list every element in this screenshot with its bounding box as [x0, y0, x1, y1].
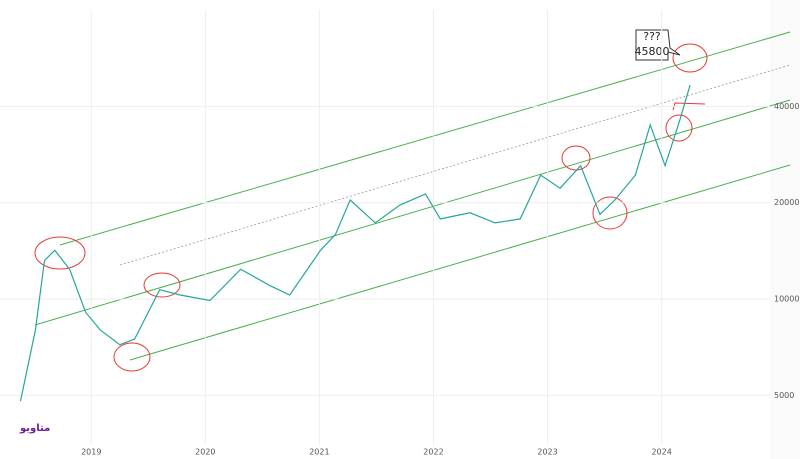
circle [113, 342, 151, 372]
x-tick-label: 2019 [81, 448, 101, 457]
x-tick-label: 2021 [309, 448, 329, 457]
circle [592, 196, 628, 230]
y-tick-label: 5000 [774, 391, 794, 400]
x-tick-label: 2020 [195, 448, 215, 457]
circle [672, 43, 708, 73]
channel-bottom [129, 164, 791, 361]
x-tick-label: 2022 [423, 448, 443, 457]
y-tick-label: 40000 [774, 102, 799, 111]
circle [143, 272, 181, 298]
price-axis [770, 0, 800, 459]
callout [635, 29, 681, 61]
channel-mid [119, 64, 791, 266]
highlight-circles [34, 43, 708, 372]
arrow [672, 102, 706, 111]
y-tick-label: 20000 [774, 198, 799, 207]
circle [34, 236, 86, 270]
channel-lower [34, 99, 791, 326]
y-tick-label: 10000 [774, 295, 799, 304]
x-tick-label: 2023 [537, 448, 557, 457]
circle [665, 114, 693, 142]
annotation: 45800 [635, 45, 670, 58]
x-tick-label: 2024 [651, 448, 671, 457]
price-line [19, 84, 691, 402]
annotation: ??? [643, 30, 661, 43]
logo: متاویو [19, 423, 50, 434]
channel-top [59, 31, 791, 246]
